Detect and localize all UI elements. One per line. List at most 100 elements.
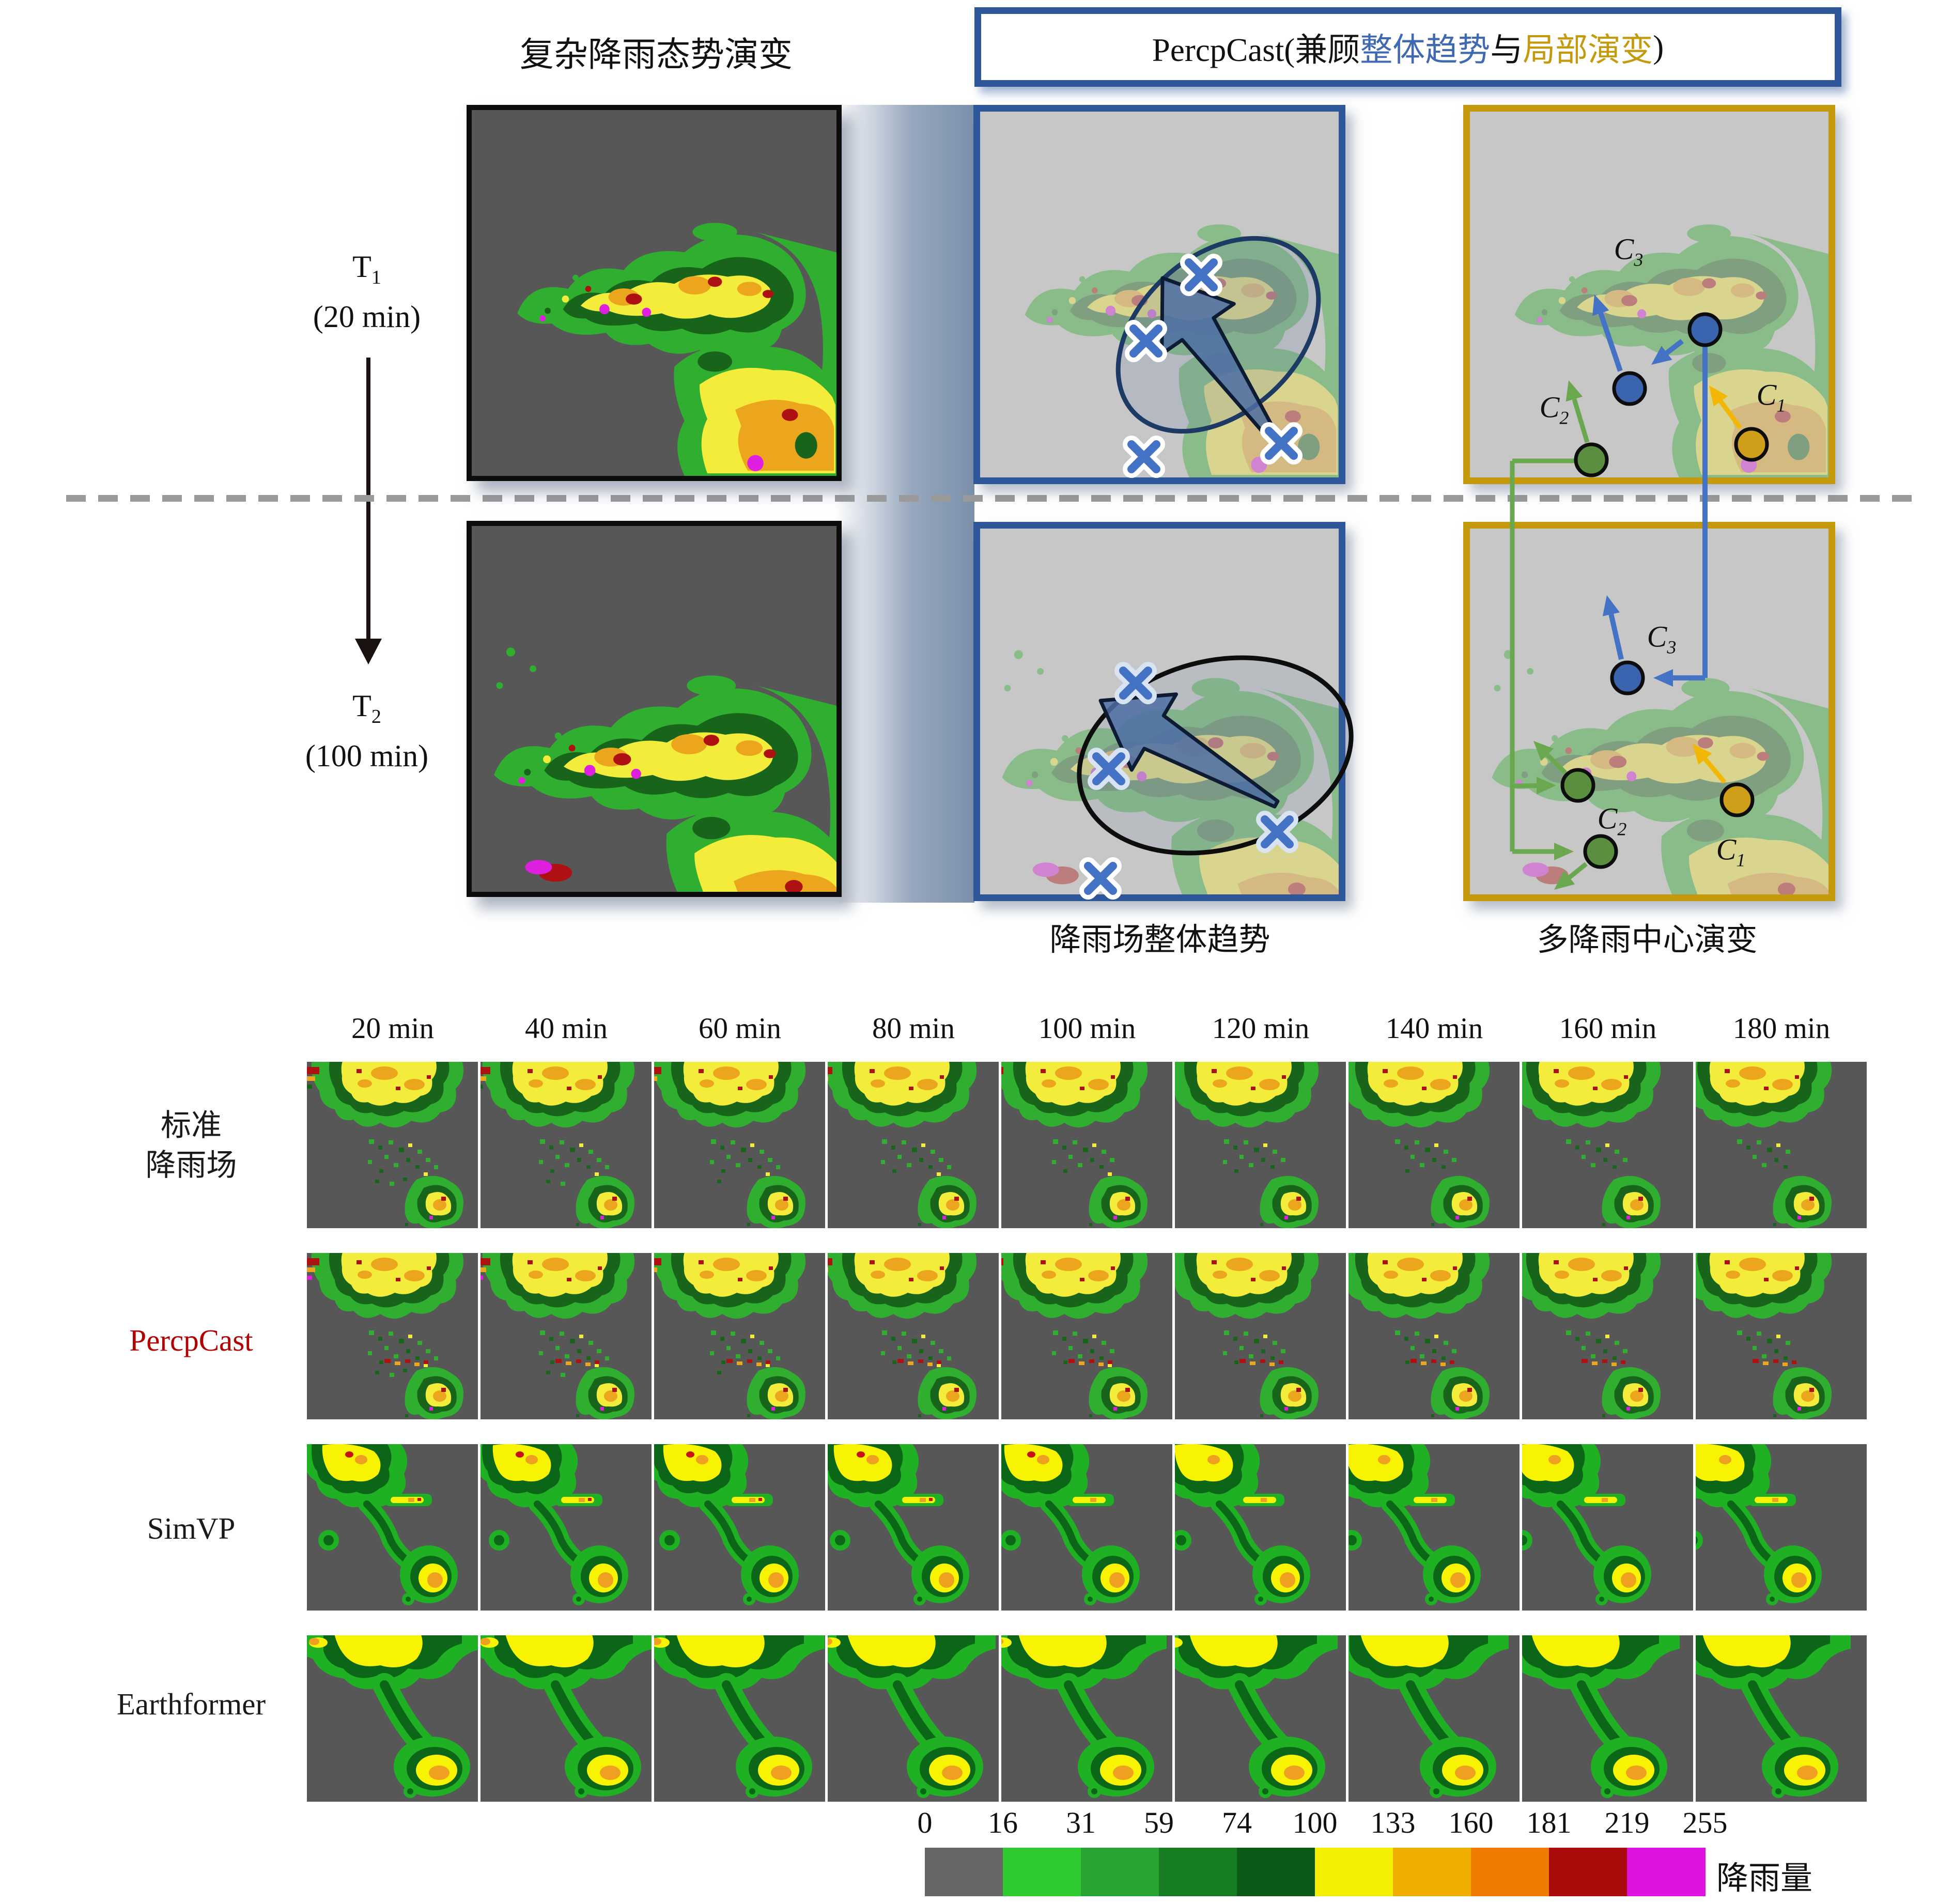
colorbar-tick-100: 100 — [1292, 1806, 1338, 1839]
time-header-60-min: 60 min — [699, 1012, 781, 1045]
time-header-20-min: 20 min — [351, 1012, 434, 1045]
time-header-160-min: 160 min — [1559, 1012, 1657, 1045]
radar-cell-svg — [1175, 1444, 1346, 1611]
time-arrow-head — [355, 639, 382, 664]
cell-percpcast-60-min — [654, 1253, 825, 1419]
cell-earthformer-60-min — [654, 1635, 825, 1802]
colorbar-tick-0: 0 — [917, 1806, 933, 1839]
t2-symbol: T2 — [352, 689, 381, 727]
cell-simvp-60-min — [654, 1444, 825, 1611]
colorbar-tick-133: 133 — [1370, 1806, 1416, 1839]
faded-radar-svg — [1470, 112, 1828, 477]
radar-cell-svg — [828, 1444, 999, 1611]
center-label-c2: C2 — [1539, 390, 1569, 428]
cell-simvp-100-min — [1001, 1444, 1172, 1611]
radar-cell-svg — [1522, 1253, 1693, 1419]
radar-cell-svg — [307, 1635, 478, 1802]
center-label-c1: C1 — [1756, 378, 1786, 416]
radar-cell-svg — [307, 1444, 478, 1611]
cell-simvp-160-min — [1522, 1444, 1693, 1611]
radar-cell-svg — [1522, 1062, 1693, 1228]
time-header-120-min: 120 min — [1212, 1012, 1310, 1045]
header-text-3: ) — [1653, 28, 1664, 65]
colorbar-segment-8 — [1549, 1848, 1628, 1896]
radar-cell-svg — [654, 1635, 825, 1802]
time-label-t2: T2 (100 min) — [258, 682, 475, 780]
radar-cell-svg — [1349, 1635, 1520, 1802]
time-label-t1: T1 (20 min) — [258, 243, 475, 341]
radar-cell-svg — [1349, 1253, 1520, 1419]
cell-truth-100-min — [1001, 1062, 1172, 1228]
panel-rain-centers-t2 — [1463, 522, 1835, 901]
cell-earthformer-40-min — [481, 1635, 652, 1802]
radar-cell-svg — [1522, 1635, 1693, 1802]
radar-cell-svg — [307, 1062, 478, 1228]
caption-global-trend: 降雨场整体趋势 — [1049, 923, 1270, 957]
row-label-line: Earthformer — [116, 1687, 266, 1721]
radar-cell-svg — [481, 1253, 652, 1419]
time-header-80-min: 80 min — [872, 1012, 955, 1045]
radar-cell-svg — [1696, 1635, 1867, 1802]
percpcast-header: PercpCast(兼顾 整体趋势与局部演变) — [974, 7, 1841, 87]
cell-earthformer-80-min — [828, 1635, 999, 1802]
radar-cell-svg — [1001, 1253, 1172, 1419]
time-header-180-min: 180 min — [1732, 1012, 1831, 1045]
row-label-simvp: SimVP — [67, 1509, 315, 1549]
caption-rain-centers: 多降雨中心演变 — [1537, 923, 1758, 957]
cell-truth-160-min — [1522, 1062, 1693, 1228]
colorbar-segment-7 — [1471, 1848, 1549, 1896]
radar-cell-svg — [1696, 1253, 1867, 1419]
cell-earthformer-140-min — [1349, 1635, 1520, 1802]
radar-cell-svg — [481, 1062, 652, 1228]
colorbar-segment-4 — [1237, 1848, 1315, 1896]
radar-image-t1 — [467, 105, 842, 481]
t1-symbol: T1 — [352, 250, 381, 288]
row-label-line: 降雨场 — [145, 1148, 237, 1182]
faded-radar-svg — [980, 112, 1339, 477]
faded-radar-svg — [980, 529, 1339, 894]
colorbar-tick-219: 219 — [1604, 1806, 1650, 1839]
t1-minutes: (20 min) — [313, 299, 421, 334]
radar-cell-svg — [654, 1062, 825, 1228]
cell-simvp-80-min — [828, 1444, 999, 1611]
cell-percpcast-80-min — [828, 1253, 999, 1419]
radar-cell-svg — [1696, 1062, 1867, 1228]
cell-earthformer-20-min — [307, 1635, 478, 1802]
radar-cell-svg — [1175, 1635, 1346, 1802]
time-header-140-min: 140 min — [1385, 1012, 1483, 1045]
radar-cell-svg — [307, 1253, 478, 1419]
faded-radar-svg — [1470, 529, 1828, 894]
colorbar-tick-255: 255 — [1682, 1806, 1728, 1839]
radar-cell-svg — [481, 1635, 652, 1802]
panel-rain-centers-t1 — [1463, 105, 1835, 484]
t2-minutes: (100 min) — [305, 738, 429, 773]
row-label-percpcast: PercpCast — [67, 1321, 315, 1360]
radar-cell-svg — [1175, 1062, 1346, 1228]
header-local: 局部演变 — [1523, 32, 1653, 68]
radar-cell-svg — [828, 1635, 999, 1802]
center-label-c3: C3 — [1647, 620, 1677, 658]
cell-percpcast-120-min — [1175, 1253, 1346, 1419]
header-text-1: PercpCast(兼顾 — [1152, 32, 1360, 68]
row-label-earthformer: Earthformer — [67, 1684, 315, 1724]
cell-earthformer-160-min — [1522, 1635, 1693, 1802]
cell-truth-120-min — [1175, 1062, 1346, 1228]
colorbar-segment-5 — [1315, 1848, 1393, 1896]
radar-cell-svg — [1001, 1444, 1172, 1611]
cell-truth-20-min — [307, 1062, 478, 1228]
cell-truth-60-min — [654, 1062, 825, 1228]
cell-simvp-20-min — [307, 1444, 478, 1611]
cell-earthformer-100-min — [1001, 1635, 1172, 1802]
radar-cell-svg — [1175, 1253, 1346, 1419]
radar-image-t2 — [467, 521, 842, 897]
colorbar-segment-1 — [1003, 1848, 1081, 1896]
center-label-c1: C1 — [1716, 832, 1746, 871]
cell-simvp-140-min — [1349, 1444, 1520, 1611]
cell-percpcast-20-min — [307, 1253, 478, 1419]
radar-t2-svg — [472, 526, 836, 892]
cell-simvp-180-min — [1696, 1444, 1867, 1611]
center-label-c2: C2 — [1597, 801, 1627, 840]
radar-cell-svg — [1522, 1444, 1693, 1611]
center-label-c3: C3 — [1614, 232, 1644, 270]
